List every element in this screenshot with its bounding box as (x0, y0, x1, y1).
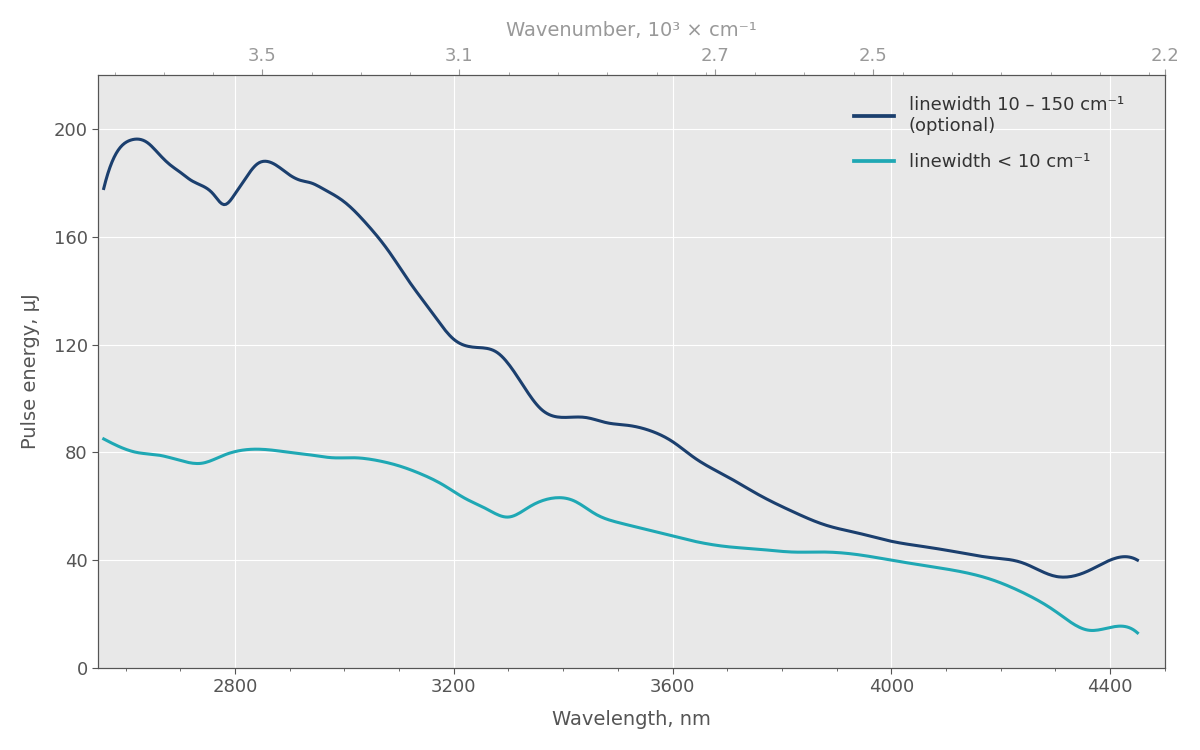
Y-axis label: Pulse energy, μJ: Pulse energy, μJ (20, 294, 40, 449)
X-axis label: Wavelength, nm: Wavelength, nm (552, 710, 710, 729)
X-axis label: Wavenumber, 10³ × cm⁻¹: Wavenumber, 10³ × cm⁻¹ (506, 21, 757, 40)
Legend: linewidth 10 – 150 cm⁻¹
(optional), linewidth < 10 cm⁻¹: linewidth 10 – 150 cm⁻¹ (optional), line… (854, 96, 1123, 171)
